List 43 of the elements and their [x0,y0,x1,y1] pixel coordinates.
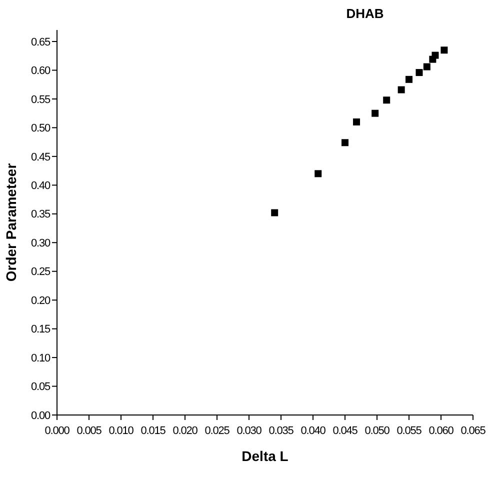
point [342,139,348,146]
y-tick-label: 0.15 [30,324,50,336]
x-tick-label: 0.025 [204,425,230,437]
x-tick-label: 0.050 [364,425,390,437]
x-tick-label: 0.065 [460,425,486,437]
y-tick-label: 0.65 [30,36,50,48]
x-tick-label: 0.040 [300,425,326,437]
chart-title: DHAB [346,6,384,21]
point [372,110,379,117]
y-tick-label: 0.35 [30,208,50,221]
x-tick-label: 0.035 [268,425,294,437]
y-tick-label: 0.50 [30,122,50,135]
x-tick-label: 0.045 [332,425,358,437]
point [416,69,423,76]
y-tick-label: 0.20 [30,294,50,307]
point [353,118,360,126]
y-tick-label: 0.60 [30,65,50,78]
x-tick-label: 0.055 [396,425,422,437]
x-tick-label: 0.060 [428,425,454,437]
point [398,86,405,94]
point [271,209,278,216]
point [423,63,430,70]
x-tick-label: 0.020 [172,425,198,437]
y-tick-label: 0.40 [30,180,50,192]
point [406,76,412,83]
y-tick-label: 0.00 [30,410,50,422]
y-tick-label: 0.55 [30,94,50,106]
y-tick-label: 0.45 [30,151,50,164]
y-tick-label: 0.10 [30,352,50,364]
x-axis-title: Delta L [242,448,289,464]
x-tick-label: 0.000 [44,425,70,437]
y-tick-label: 0.05 [30,381,50,394]
point [383,96,390,104]
y-tick-label: 0.30 [30,237,50,250]
point [440,46,448,54]
point [314,170,322,178]
y-tick-label: 0.25 [30,266,50,278]
x-tick-label: 0.030 [236,425,262,437]
x-tick-label: 0.005 [76,425,102,437]
x-tick-label: 0.010 [108,425,134,437]
point [432,52,439,59]
x-tick-label: 0.015 [140,425,166,437]
y-axis-title: Order Parameteer [3,162,19,282]
